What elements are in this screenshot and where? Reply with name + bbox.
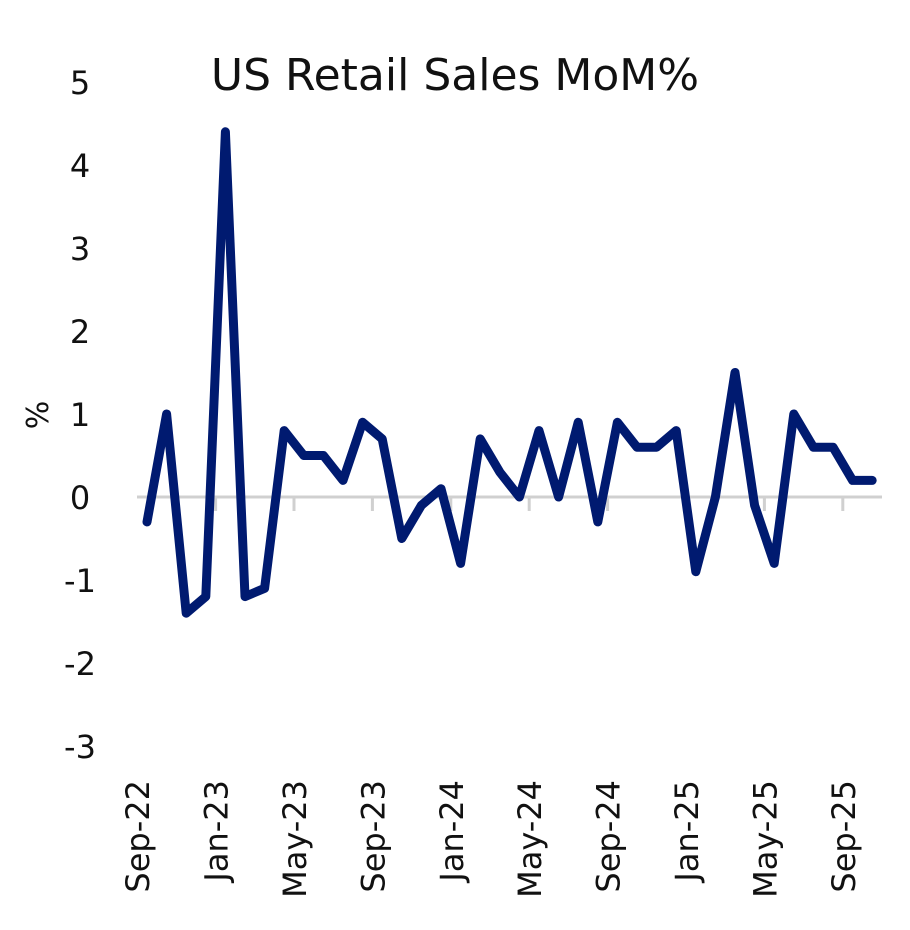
- series-line: [147, 132, 872, 613]
- y-tick-label: 2: [70, 313, 90, 351]
- x-tick-label: Jan-25: [668, 780, 706, 884]
- x-tick-label: May-23: [276, 780, 314, 898]
- x-tick-label: Sep-24: [590, 780, 628, 893]
- x-tick-label: Jan-24: [433, 780, 471, 884]
- y-tick-label: 3: [70, 230, 90, 268]
- y-tick-label: 5: [70, 64, 90, 102]
- x-tick-label: May-24: [511, 780, 549, 898]
- y-tick-label: -3: [64, 728, 96, 766]
- chart-title: US Retail Sales MoM%: [211, 50, 699, 101]
- y-axis-label: %: [21, 401, 56, 430]
- x-tick-label: Jan-23: [198, 780, 236, 884]
- y-tick-label: -1: [64, 562, 96, 600]
- x-tick-label: Sep-22: [119, 780, 157, 893]
- y-tick-label: 4: [70, 147, 90, 185]
- x-tick-label: Sep-25: [825, 780, 863, 893]
- y-tick-label: -2: [64, 645, 96, 683]
- x-tick-label: Sep-23: [354, 780, 392, 893]
- y-tick-label: 0: [70, 479, 90, 517]
- y-tick-label: 1: [70, 396, 90, 434]
- x-tick-label: May-25: [746, 780, 784, 898]
